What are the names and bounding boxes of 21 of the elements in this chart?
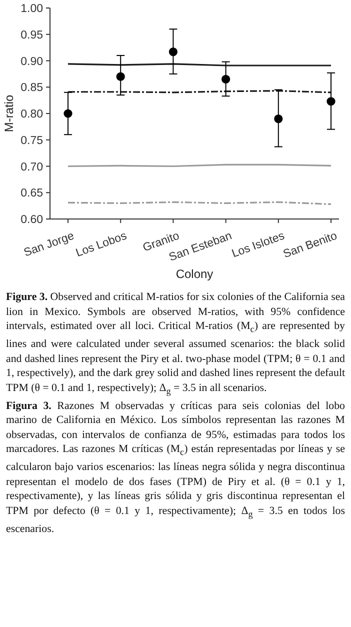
x-tick-label: Los Lobos	[74, 230, 129, 260]
point	[168, 47, 178, 56]
y-axis-title: M-ratio	[2, 94, 16, 132]
text: Figura 3. Razones M observadas y críticas para seis colonias del lobo marino de California en México. Los símbolos representan las razones M observadas, con intervalos de confianza de 95%, estimadas para todos los marcadores. Las razones M críticas (M$_{c}$) están representadas por líneas y se calcularon bajo varios escenarios: las líneas negra sólida y negra discontinua representan el modelo de dos fases (TPM) de Piry et al. (θ = 0.1 y 1, respectivamente), y las líneas gris sólida y gris discontinua representan el TPM por defecto (θ = 0.1 y 1, respectivamente); Δ$_{g}$ = 3.5 en todos los escenarios.	[6, 400, 345, 535]
y-tick-label: 0.85	[20, 82, 43, 94]
y-tick-label: 0.60	[20, 214, 43, 226]
y-tick-label: 0.75	[20, 134, 43, 147]
x-tick-label: San Jorge	[22, 230, 76, 260]
x-axis-title: Colony	[176, 267, 214, 281]
point	[64, 109, 72, 118]
text: Figure 3. Observed and critical M-ratios for six colonies of the California sea lion in Mexico. Symbols are observed M-ratios, with 95% confidence intervals, estimated over all loci. Critical M-ratios (M$_{c}$) are represented by lines and were calculated under several assumed scenarios: the black solid and dashed lines represent the Piry et al. two-phase model (TPM; θ = 0.1 and 1, respectively), and the dark grey solid and dashed lines represent the default TPM (θ = 0.1 and 1, respectively); Δ$_{g}$ = 3.5 in all scenarios.	[6, 291, 346, 396]
y-tick-label: 1.00	[20, 3, 43, 16]
point	[116, 72, 125, 81]
y-tick-label: 0.90	[20, 56, 43, 68]
point	[222, 74, 230, 84]
point	[274, 114, 283, 124]
y-tick-label: 0.95	[20, 29, 43, 42]
y-tick-label: 0.70	[20, 161, 43, 174]
y-tick-label: 0.65	[20, 188, 43, 200]
y-tick-label: 0.80	[20, 108, 43, 121]
point	[326, 97, 336, 106]
